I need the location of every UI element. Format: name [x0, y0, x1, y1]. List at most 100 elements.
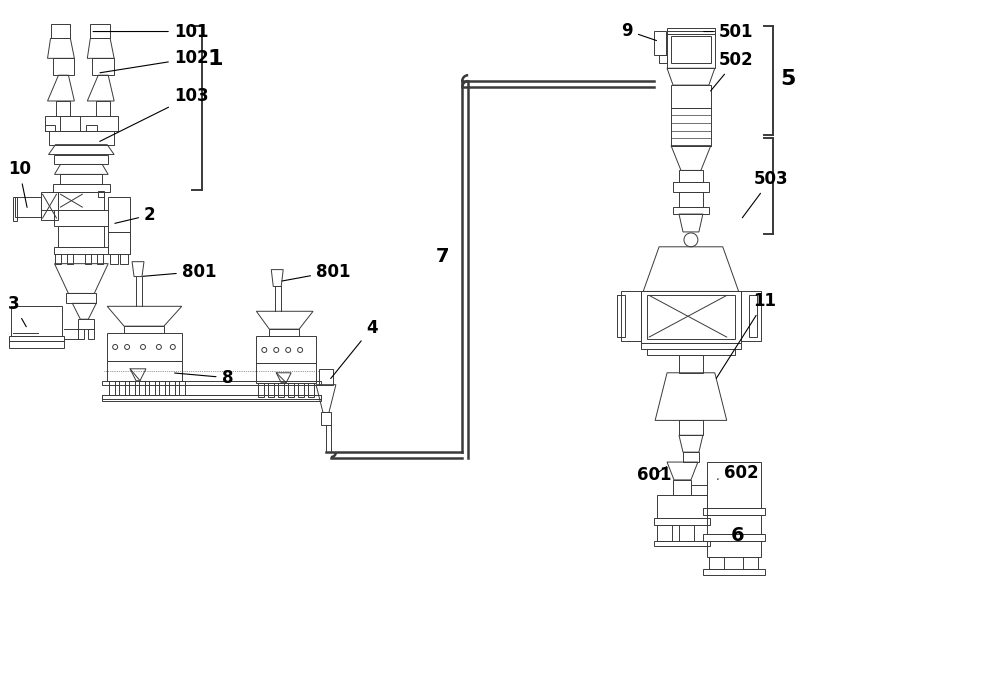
Bar — [671, 85, 711, 108]
Bar — [657, 495, 707, 518]
Bar — [13, 197, 17, 221]
Bar — [60, 174, 102, 184]
Bar — [671, 108, 711, 146]
Bar — [258, 383, 264, 397]
Text: 9: 9 — [621, 21, 656, 41]
Text: 102: 102 — [100, 49, 208, 73]
Bar — [169, 381, 175, 395]
Bar — [58, 226, 104, 247]
Bar — [654, 518, 710, 524]
Text: 7: 7 — [435, 247, 449, 265]
Bar — [15, 197, 41, 217]
Text: 3: 3 — [8, 295, 26, 327]
Text: 602: 602 — [717, 464, 758, 482]
Text: 6: 6 — [731, 527, 744, 545]
Bar — [159, 381, 165, 395]
Text: 503: 503 — [742, 170, 788, 218]
Bar — [703, 569, 765, 575]
Text: 1: 1 — [208, 49, 223, 69]
Bar — [129, 381, 135, 395]
Bar — [657, 524, 672, 542]
Bar — [743, 557, 758, 569]
Text: 10: 10 — [8, 160, 31, 207]
Bar — [54, 247, 108, 254]
Bar — [41, 192, 58, 220]
Bar — [654, 542, 710, 547]
Bar — [96, 101, 110, 116]
Bar — [321, 413, 331, 426]
Bar — [268, 383, 274, 397]
Bar — [102, 381, 321, 385]
Bar — [139, 381, 145, 395]
Bar — [49, 131, 114, 144]
Bar — [53, 58, 74, 75]
Bar — [102, 395, 321, 399]
Bar — [707, 462, 761, 508]
Bar — [683, 452, 699, 462]
Text: 2: 2 — [115, 206, 156, 224]
Bar — [671, 35, 711, 64]
Bar — [66, 294, 96, 303]
Bar — [119, 381, 125, 395]
Bar — [319, 369, 333, 385]
Bar — [673, 182, 709, 192]
Bar — [621, 292, 641, 341]
Bar — [107, 333, 182, 361]
Bar — [673, 207, 709, 214]
Bar — [88, 329, 94, 339]
Bar — [78, 319, 94, 329]
Bar — [707, 515, 761, 534]
Bar — [53, 184, 110, 192]
Bar — [641, 343, 741, 349]
Bar — [149, 381, 155, 395]
Bar — [679, 192, 703, 207]
Bar — [110, 254, 118, 264]
Bar — [256, 336, 316, 363]
Bar — [269, 329, 299, 336]
Bar — [98, 191, 104, 197]
Bar — [288, 383, 294, 397]
Bar — [703, 508, 765, 515]
Bar — [679, 355, 703, 372]
Text: 501: 501 — [704, 23, 753, 41]
Bar — [58, 192, 104, 210]
Text: 801: 801 — [143, 263, 216, 281]
Bar — [56, 101, 70, 116]
Bar — [667, 30, 715, 68]
Bar — [617, 296, 625, 337]
Bar — [9, 341, 64, 348]
Text: 601: 601 — [637, 466, 672, 484]
Bar — [108, 232, 130, 254]
Text: 11: 11 — [716, 292, 777, 379]
Bar — [45, 116, 118, 131]
Bar — [124, 326, 164, 333]
Bar — [709, 557, 724, 569]
Bar — [9, 336, 64, 341]
Bar — [108, 197, 130, 232]
Bar — [703, 534, 765, 542]
Bar — [278, 383, 284, 397]
Bar — [641, 292, 741, 343]
Bar — [749, 296, 757, 337]
Bar — [659, 55, 667, 64]
Bar — [741, 292, 761, 341]
Bar — [179, 381, 185, 395]
Bar — [54, 210, 108, 226]
Bar — [120, 254, 128, 264]
Text: 5: 5 — [780, 69, 796, 89]
Bar — [11, 306, 62, 336]
Bar — [308, 383, 314, 397]
Bar — [647, 349, 735, 355]
Bar — [109, 381, 115, 395]
Bar — [102, 395, 321, 401]
Text: 101: 101 — [93, 23, 208, 41]
Text: 4: 4 — [331, 319, 377, 379]
Text: 103: 103 — [100, 87, 208, 142]
Bar — [679, 420, 703, 435]
Bar — [78, 329, 84, 339]
Bar — [256, 363, 316, 383]
Bar — [679, 171, 703, 182]
Text: 502: 502 — [711, 51, 753, 91]
Text: 801: 801 — [282, 263, 351, 281]
Text: 8: 8 — [175, 369, 233, 387]
